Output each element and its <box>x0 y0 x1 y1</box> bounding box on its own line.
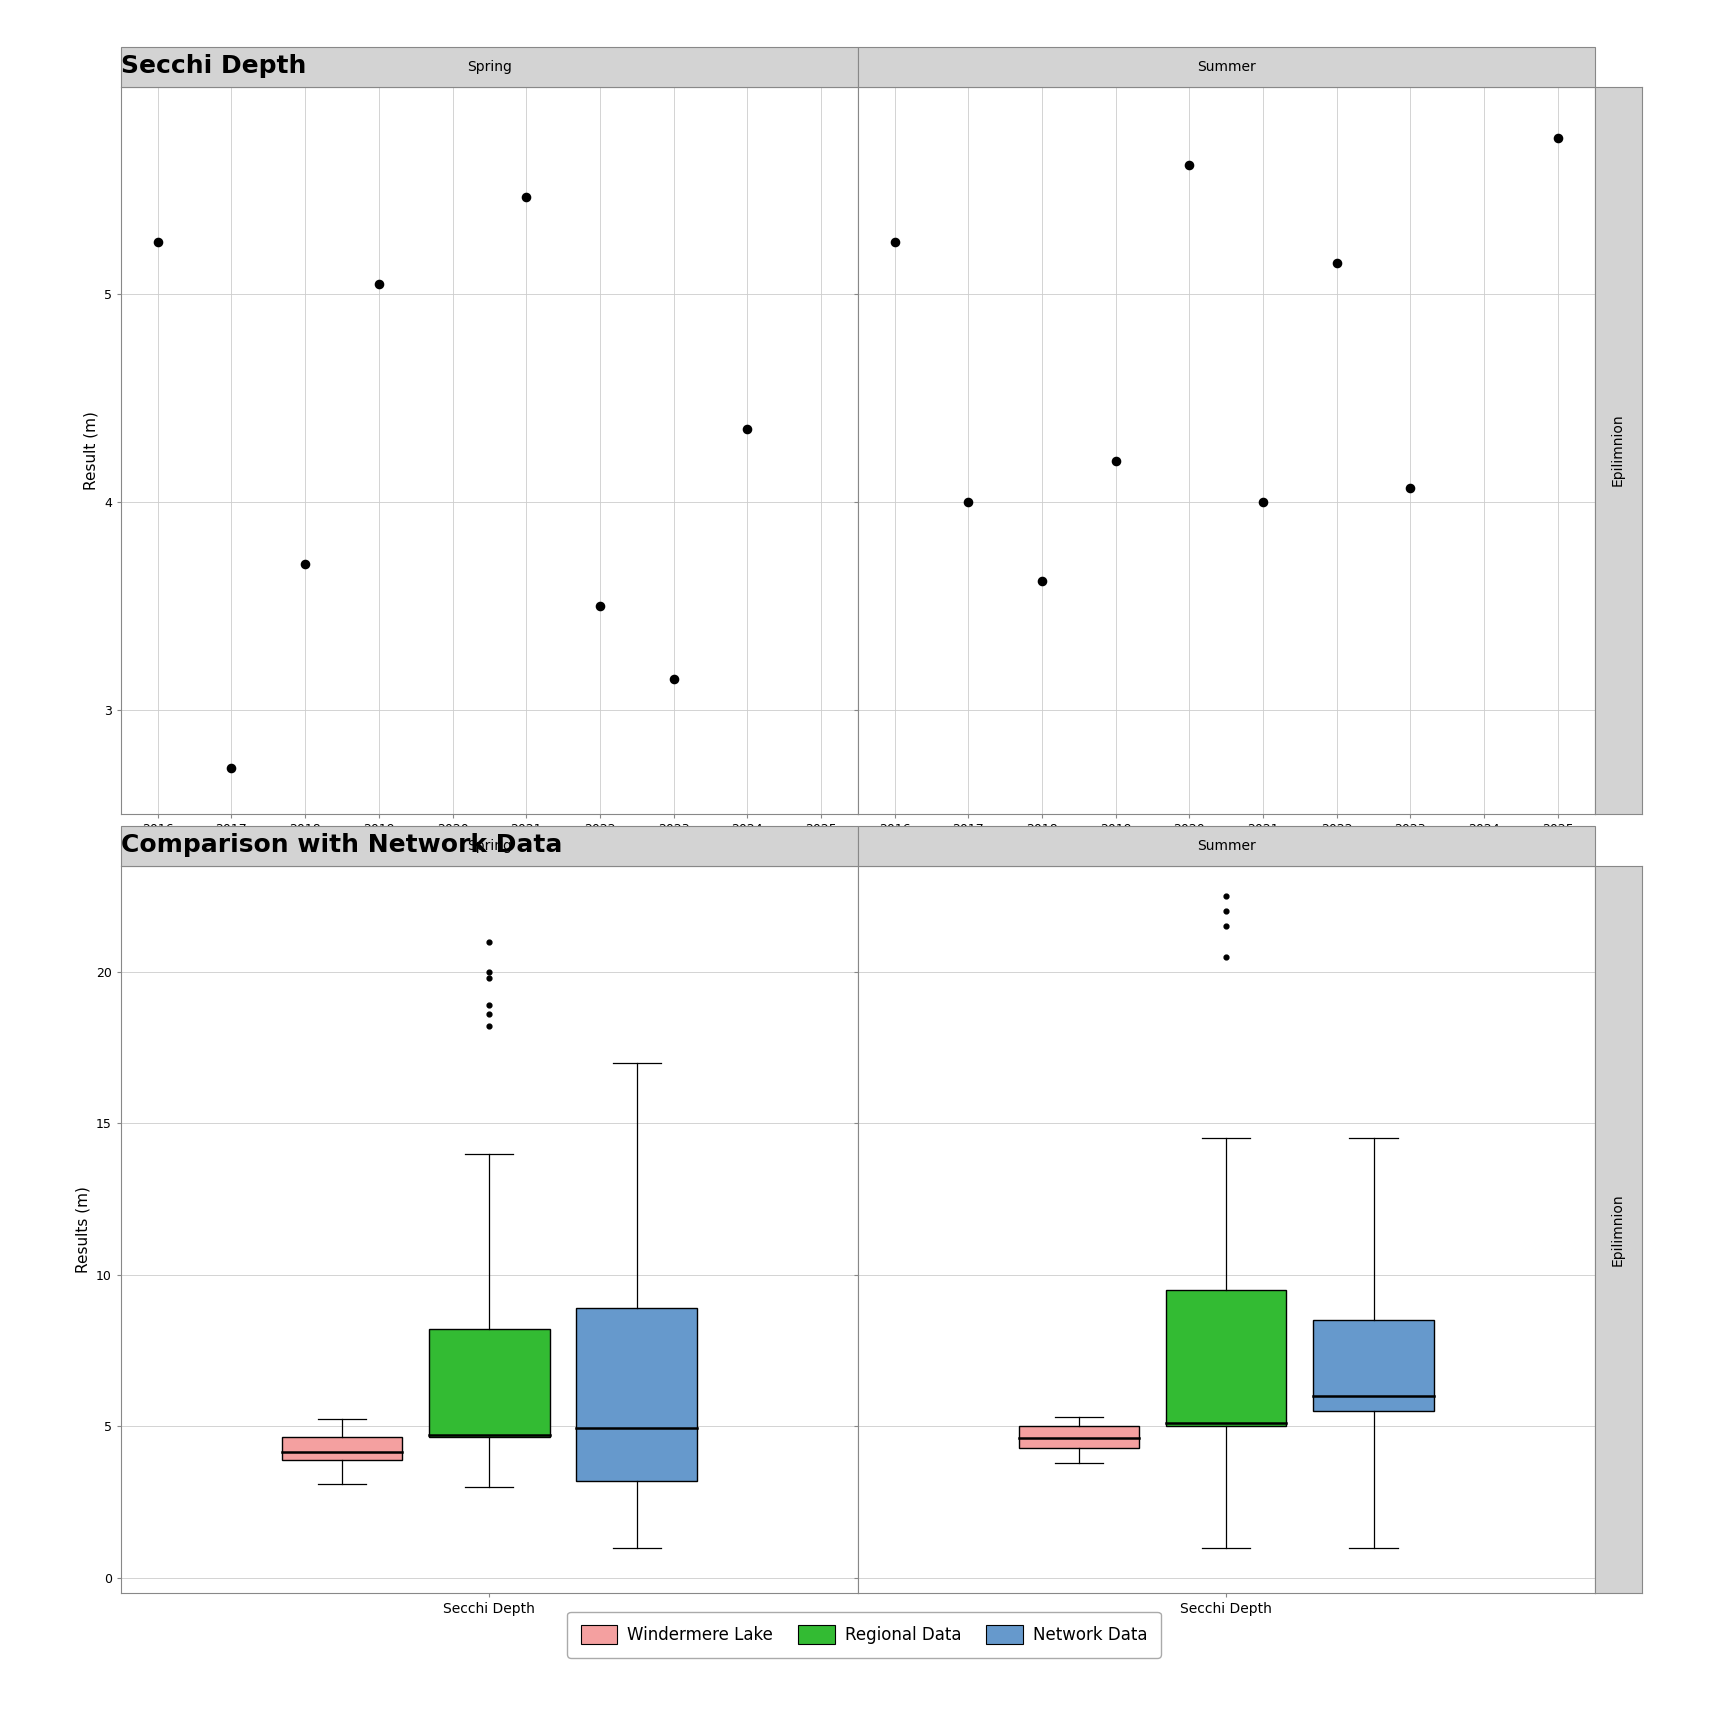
Y-axis label: Result (m): Result (m) <box>83 411 98 489</box>
Point <box>475 928 503 956</box>
Point <box>1213 883 1241 911</box>
Point <box>733 415 760 442</box>
Point <box>292 551 320 579</box>
Text: Summer: Summer <box>1198 60 1256 74</box>
Y-axis label: Results (m): Results (m) <box>76 1185 90 1274</box>
Point <box>586 593 613 620</box>
FancyBboxPatch shape <box>121 826 857 866</box>
Point <box>1213 897 1241 924</box>
Text: Comparison with Network Data: Comparison with Network Data <box>121 833 562 857</box>
Point <box>218 753 245 781</box>
Bar <box>1018 1426 1139 1448</box>
Bar <box>1166 1291 1286 1426</box>
Legend: Windermere Lake, Regional Data, Network Data: Windermere Lake, Regional Data, Network … <box>567 1612 1161 1657</box>
Point <box>1175 152 1203 180</box>
Point <box>660 665 688 693</box>
Bar <box>577 1308 696 1481</box>
Point <box>881 228 909 256</box>
Point <box>513 183 541 211</box>
Point <box>1249 489 1277 517</box>
Point <box>1102 448 1130 475</box>
Point <box>1028 567 1056 594</box>
Text: Spring: Spring <box>467 60 511 74</box>
Point <box>1543 124 1571 152</box>
Point <box>475 964 503 992</box>
Point <box>954 489 982 517</box>
Point <box>475 1001 503 1028</box>
Bar <box>1313 1320 1434 1412</box>
Point <box>1324 249 1351 276</box>
FancyBboxPatch shape <box>857 826 1595 866</box>
Point <box>1396 473 1424 501</box>
Text: Epilimnion: Epilimnion <box>1610 413 1624 487</box>
Point <box>365 270 392 297</box>
Text: Summer: Summer <box>1198 840 1256 854</box>
Point <box>475 957 503 985</box>
Point <box>475 1013 503 1040</box>
Point <box>143 228 171 256</box>
Bar <box>282 1438 403 1460</box>
Text: Epilimnion: Epilimnion <box>1610 1192 1624 1265</box>
Text: Secchi Depth: Secchi Depth <box>121 54 306 78</box>
FancyBboxPatch shape <box>121 47 857 86</box>
Bar <box>429 1329 550 1438</box>
FancyBboxPatch shape <box>857 47 1595 86</box>
Point <box>475 992 503 1020</box>
Point <box>1213 912 1241 940</box>
Point <box>1213 943 1241 971</box>
Text: Spring: Spring <box>467 840 511 854</box>
